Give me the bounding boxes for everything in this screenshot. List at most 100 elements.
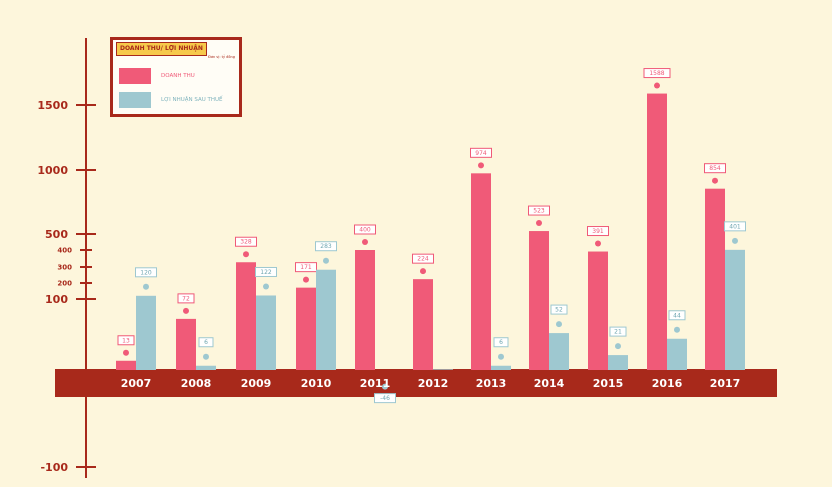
x-tick-label: 2016 bbox=[652, 377, 683, 390]
y-tick-label: 500 bbox=[45, 228, 68, 241]
bar-revenue bbox=[471, 173, 491, 370]
bar-profit bbox=[608, 355, 628, 370]
x-tick-label: 2015 bbox=[593, 377, 624, 390]
bar-profit bbox=[196, 365, 216, 370]
bar-marker-revenue bbox=[536, 220, 542, 227]
bar-revenue bbox=[296, 287, 316, 370]
bar-marker-revenue bbox=[303, 276, 309, 283]
x-tick-label: 2010 bbox=[301, 377, 332, 390]
x-tick-label: 2012 bbox=[418, 377, 449, 390]
data-label-box-revenue bbox=[354, 224, 376, 235]
data-label-box-revenue bbox=[412, 253, 434, 264]
legend-swatch-revenue bbox=[119, 68, 151, 84]
bar-marker-revenue bbox=[362, 239, 368, 245]
data-label-revenue: 171 bbox=[300, 264, 312, 271]
bar-marker-revenue bbox=[478, 162, 484, 169]
bar-marker-profit bbox=[203, 353, 209, 360]
data-label-profit: -46 bbox=[380, 395, 390, 402]
bar-marker-revenue bbox=[243, 251, 249, 258]
data-label-revenue: 224 bbox=[417, 256, 429, 263]
bar-profit bbox=[316, 269, 336, 370]
data-label-profit: 283 bbox=[320, 243, 332, 250]
legend-swatch-profit bbox=[119, 92, 151, 108]
data-label-revenue: 1588 bbox=[649, 70, 664, 77]
data-label-box-profit bbox=[315, 241, 337, 252]
data-label-box-profit bbox=[724, 221, 746, 232]
bar-marker-profit bbox=[498, 353, 504, 360]
bar-revenue bbox=[705, 188, 725, 370]
data-label-box-revenue bbox=[704, 163, 726, 174]
bar-profit bbox=[136, 295, 156, 370]
data-label-box-revenue bbox=[177, 293, 195, 304]
bar-revenue bbox=[176, 318, 196, 370]
x-tick-label: 2008 bbox=[181, 377, 212, 390]
y-tick-label: 300 bbox=[57, 264, 72, 272]
legend-title: DOANH THU/ LỢI NHUẬN bbox=[116, 42, 207, 56]
data-label-profit: 44 bbox=[673, 312, 681, 319]
bar-revenue bbox=[588, 251, 608, 370]
x-tick-label: 2009 bbox=[241, 377, 272, 390]
bar-profit bbox=[256, 295, 276, 370]
bar-profit bbox=[491, 365, 511, 370]
bar-profit bbox=[433, 369, 453, 370]
data-label-box-profit bbox=[609, 326, 627, 337]
data-label-box-revenue bbox=[295, 262, 317, 273]
bar-marker-profit bbox=[263, 283, 269, 290]
data-label-revenue: 974 bbox=[475, 150, 487, 157]
bar-marker-profit bbox=[143, 283, 149, 290]
bar-revenue bbox=[236, 262, 256, 370]
data-label-box-revenue bbox=[587, 226, 609, 237]
bar-marker-profit bbox=[556, 321, 562, 328]
data-label-box-revenue bbox=[643, 68, 671, 79]
data-label-revenue: 328 bbox=[240, 239, 252, 246]
data-label-box-profit bbox=[135, 267, 157, 278]
data-label-revenue: 72 bbox=[182, 295, 190, 302]
data-label-revenue: 854 bbox=[709, 165, 721, 172]
bar-revenue bbox=[355, 250, 375, 370]
bar-marker-profit bbox=[674, 326, 680, 333]
y-tick-label: -100 bbox=[40, 461, 68, 474]
y-tick-label: 100 bbox=[45, 293, 68, 306]
legend-unit-note: Đơn vị: tỷ đồng bbox=[208, 55, 235, 59]
x-tick-label: 2014 bbox=[534, 377, 565, 390]
data-label-profit: 120 bbox=[140, 269, 152, 276]
data-label-profit: 122 bbox=[260, 269, 272, 276]
bar-marker-revenue bbox=[654, 82, 660, 89]
data-label-revenue: 391 bbox=[592, 228, 604, 235]
legend-entry-profit: LỢI NHUẬN SAU THUẾ bbox=[119, 92, 222, 108]
bar-revenue bbox=[413, 279, 433, 370]
y-tick-label: 1500 bbox=[37, 99, 68, 112]
data-label-box-profit bbox=[374, 393, 396, 404]
y-tick-label: 200 bbox=[57, 280, 72, 288]
data-label-box-profit bbox=[550, 304, 568, 315]
bar-marker-revenue bbox=[183, 307, 189, 314]
data-label-profit: 52 bbox=[555, 307, 563, 314]
x-axis-band bbox=[55, 369, 777, 397]
x-tick-label: 2011 bbox=[360, 377, 391, 390]
bar-marker-revenue bbox=[595, 240, 601, 247]
bar-profit bbox=[667, 338, 687, 370]
data-label-box-profit bbox=[493, 337, 509, 348]
data-label-box-revenue bbox=[528, 205, 550, 216]
data-label-box-profit bbox=[198, 337, 214, 348]
legend-label-revenue: DOANH THU bbox=[161, 73, 195, 79]
data-label-profit: 6 bbox=[204, 339, 208, 346]
bar-profit bbox=[725, 249, 745, 370]
y-tick-label: 1000 bbox=[37, 164, 68, 177]
data-label-profit: 6 bbox=[499, 339, 503, 346]
data-label-box-revenue bbox=[117, 335, 135, 346]
chart-legend: DOANH THU/ LỢI NHUẬN Đơn vị: tỷ đồng DOA… bbox=[110, 37, 242, 117]
data-label-box-revenue bbox=[470, 147, 492, 158]
bar-revenue bbox=[647, 93, 667, 370]
bar-marker-profit bbox=[732, 237, 738, 244]
bar-marker-revenue bbox=[123, 349, 129, 356]
bar-marker-profit bbox=[615, 343, 621, 350]
legend-label-profit: LỢI NHUẬN SAU THUẾ bbox=[161, 97, 223, 103]
bar-revenue bbox=[529, 231, 549, 370]
x-tick-label: 2017 bbox=[710, 377, 741, 390]
data-label-revenue: 13 bbox=[122, 337, 130, 344]
bar-marker-revenue bbox=[712, 177, 718, 184]
data-label-box-profit bbox=[668, 310, 686, 321]
legend-entry-revenue: DOANH THU bbox=[119, 68, 195, 84]
